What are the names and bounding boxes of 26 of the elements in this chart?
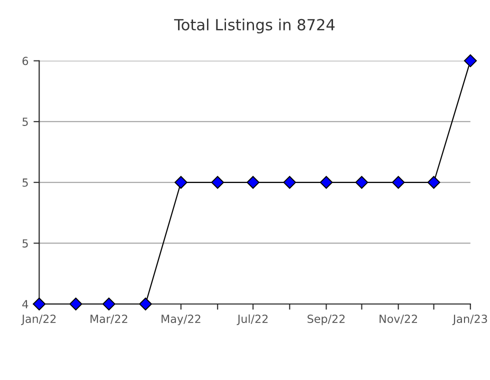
x-tick-label: Nov/22 bbox=[380, 314, 418, 324]
y-tick-label: 6 bbox=[22, 56, 28, 66]
point bbox=[246, 176, 260, 189]
point bbox=[139, 298, 152, 310]
x-tick-label: Jul/22 bbox=[236, 314, 268, 326]
x-tick-label: Jan/22 bbox=[21, 314, 56, 326]
point bbox=[427, 176, 440, 189]
x-tick-label: Mar/22 bbox=[90, 314, 128, 324]
point bbox=[174, 176, 188, 189]
point bbox=[355, 176, 368, 189]
point bbox=[69, 298, 82, 310]
y-tick-label: 5 bbox=[22, 178, 28, 187]
point bbox=[102, 298, 116, 310]
point bbox=[320, 176, 333, 189]
x-tick-label: Jan/23 bbox=[452, 314, 488, 326]
point bbox=[464, 54, 477, 68]
y-tick-label: 5 bbox=[22, 118, 28, 126]
point bbox=[392, 176, 405, 189]
y-tick-label: 5 bbox=[22, 239, 28, 248]
point bbox=[32, 298, 46, 310]
y-tick-label: 4 bbox=[22, 300, 28, 308]
x-tick-label: Sep/22 bbox=[308, 314, 345, 326]
point bbox=[283, 176, 296, 189]
point bbox=[211, 176, 224, 189]
x-tick-label: May/22 bbox=[162, 314, 200, 326]
chart-title: Total Listings in 8724 bbox=[174, 18, 335, 34]
